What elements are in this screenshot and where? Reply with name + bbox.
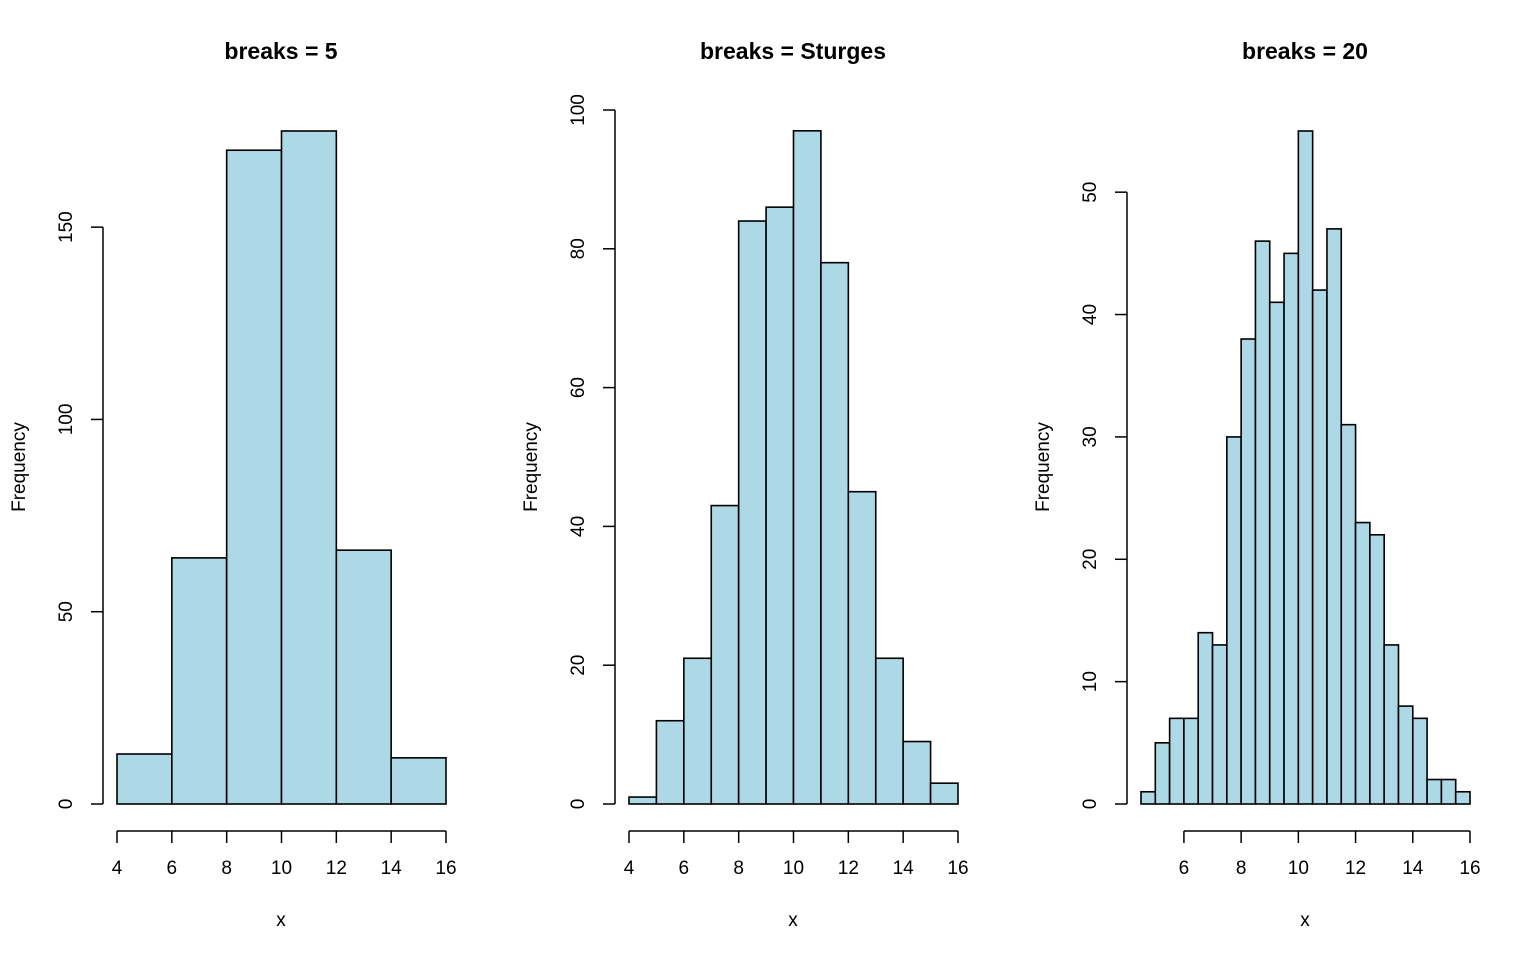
histogram-bar: [335, 549, 392, 805]
chart-title: breaks = 5: [224, 38, 337, 64]
histogram-bar: [1340, 423, 1357, 805]
histogram-bar: [390, 757, 447, 805]
histogram-bar: [1426, 778, 1443, 805]
x-axis: 4 6 8 10 12 14 16 x: [112, 830, 457, 931]
x-axis-label: x: [276, 910, 286, 931]
histogram-bar: [1326, 228, 1343, 805]
histogram-bar: [737, 220, 767, 805]
bars: [628, 130, 959, 805]
histogram-bar: [820, 261, 850, 805]
x-axis: 6 8 10 12 14 16 x: [1179, 830, 1481, 931]
x-tick-label: 16: [435, 858, 456, 879]
histogram-bar: [902, 740, 932, 805]
histogram-panel-2: breaks = Sturges 4 6 8 10 12 14 16 x 0 20 40 60 80 100…: [521, 38, 969, 931]
bars: [1140, 130, 1471, 805]
y-axis: 0 50 100 150 Frequency: [9, 211, 104, 810]
histogram-panel-1: breaks = 5 4 6 8 10 12 14 16 x 0 50 100 150 Frequency: [9, 38, 457, 931]
y-axis-label: Frequency: [1033, 422, 1054, 512]
histogram-bar: [1197, 631, 1214, 805]
y-axis: 0 10 20 30 40 50 Frequency: [1033, 182, 1128, 810]
y-axis-label: Frequency: [9, 422, 30, 512]
x-tick-label: 12: [326, 858, 347, 879]
histogram-panel-3: breaks = 20 6 8 10 12 14 16 x 0 10 20 30 40 50 Frequen…: [1033, 38, 1481, 931]
y-tick-label: 100: [568, 94, 589, 126]
x-tick-label: 14: [893, 858, 915, 879]
x-tick-label: 6: [167, 858, 178, 879]
y-tick-label: 40: [1080, 304, 1101, 325]
histogram-bar: [874, 657, 904, 805]
histogram-bar: [1183, 717, 1200, 805]
histogram-bar: [1383, 644, 1400, 805]
histogram-bar: [792, 130, 822, 805]
x-tick-label: 16: [1459, 858, 1480, 879]
histogram-bar: [1454, 790, 1471, 805]
x-tick-label: 14: [381, 858, 403, 879]
histogram-bar: [1226, 436, 1242, 805]
bars: [116, 130, 447, 805]
y-tick-label: 0: [56, 799, 77, 810]
histogram-bar: [1254, 240, 1271, 805]
histogram-bar: [225, 149, 283, 805]
x-tick-label: 10: [1288, 858, 1309, 879]
x-tick-label: 4: [112, 858, 123, 879]
histogram-bar: [1283, 252, 1300, 805]
histogram-bar: [280, 130, 338, 805]
x-tick-label: 16: [947, 858, 968, 879]
x-tick-label: 6: [679, 858, 690, 879]
histogram-bar: [1311, 289, 1328, 805]
y-tick-label: 30: [1080, 426, 1101, 447]
y-tick-label: 40: [568, 516, 589, 537]
histogram-bar: [1154, 742, 1171, 805]
x-tick-label: 14: [1402, 858, 1424, 879]
y-tick-label: 100: [56, 404, 77, 436]
x-tick-label: 10: [783, 858, 804, 879]
x-axis-label: x: [788, 910, 798, 931]
histogram-bar: [1211, 644, 1228, 805]
histogram-bar: [765, 206, 795, 805]
y-tick-label: 0: [1080, 799, 1101, 810]
histogram-bar: [655, 719, 685, 805]
y-tick-label: 0: [568, 799, 589, 810]
x-axis: 4 6 8 10 12 14 16 x: [624, 830, 969, 931]
y-tick-label: 20: [568, 655, 589, 676]
histogram-bar: [847, 490, 877, 805]
histogram-bar: [1240, 338, 1257, 805]
x-tick-label: 4: [624, 858, 635, 879]
histogram-bar: [1411, 717, 1428, 805]
y-tick-label: 50: [56, 601, 77, 622]
y-tick-label: 10: [1080, 671, 1101, 692]
histogram-bar: [1440, 778, 1457, 805]
y-tick-label: 150: [56, 211, 77, 243]
histogram-bar: [1369, 533, 1385, 805]
histogram-bar: [1140, 790, 1157, 805]
y-tick-label: 50: [1080, 182, 1101, 203]
histogram-bar: [116, 753, 173, 805]
histogram-bar: [1268, 301, 1285, 805]
chart-title: breaks = 20: [1242, 38, 1368, 64]
histogram-bar: [1168, 717, 1185, 805]
histogram-bar: [710, 504, 740, 805]
histogram-bar: [1297, 130, 1314, 805]
histogram-bar: [683, 657, 713, 805]
x-axis-label: x: [1300, 910, 1310, 931]
x-tick-label: 8: [733, 858, 744, 879]
x-tick-label: 6: [1179, 858, 1190, 879]
x-tick-label: 12: [1345, 858, 1366, 879]
histogram-bar: [1354, 521, 1371, 805]
chart-title: breaks = Sturges: [700, 38, 886, 64]
histogram-bar: [628, 796, 658, 805]
y-tick-label: 20: [1080, 549, 1101, 570]
y-axis: 0 20 40 60 80 100 Frequency: [521, 94, 616, 810]
histogram-bar: [171, 557, 228, 805]
x-tick-label: 8: [1236, 858, 1247, 879]
x-tick-label: 12: [838, 858, 859, 879]
y-axis-label: Frequency: [521, 422, 542, 512]
x-tick-label: 8: [221, 858, 232, 879]
histogram-bar: [1397, 705, 1414, 805]
y-tick-label: 80: [568, 238, 589, 259]
y-tick-label: 60: [568, 377, 589, 398]
histogram-bar: [929, 782, 959, 805]
x-tick-label: 10: [271, 858, 292, 879]
